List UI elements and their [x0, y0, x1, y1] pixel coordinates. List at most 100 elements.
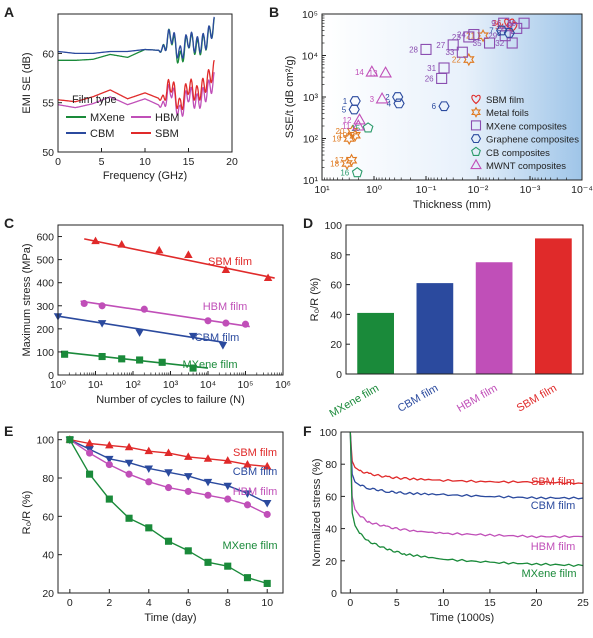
y-tick-label: 60 — [42, 48, 54, 60]
panel-b: B363417181920102122232425272829303126323… — [269, 4, 593, 211]
series-label: SBM film — [233, 447, 277, 459]
fit-line — [80, 300, 250, 328]
point-11 — [351, 119, 365, 131]
legend-label: SBM — [155, 128, 179, 140]
bar-sbm-film — [535, 238, 572, 374]
series-label: CBM film — [195, 332, 240, 344]
x-tick-label: 10⁰ — [50, 379, 67, 391]
y-tick-label: 200 — [36, 324, 54, 336]
point-label: 36 — [492, 19, 501, 28]
data-point — [98, 352, 106, 361]
point-label: 6 — [432, 102, 437, 111]
data-point — [144, 465, 154, 473]
point-label: 17 — [335, 156, 344, 165]
y-tick-label: 40 — [325, 524, 337, 536]
y-tick-label: 100 — [324, 220, 342, 232]
y-tick-label: 0 — [48, 370, 54, 382]
x-tick-label: 10¹ — [88, 379, 104, 391]
series-line — [349, 431, 584, 500]
data-point — [125, 470, 133, 478]
y-tick-label: 40 — [42, 550, 54, 562]
y-tick-label: 40 — [330, 309, 342, 321]
series-line-mxene — [57, 17, 215, 64]
point-6 — [438, 101, 450, 112]
legend-label: MWNT composites — [486, 161, 566, 172]
legend-title: Film type — [72, 94, 117, 106]
data-point — [86, 449, 94, 457]
data-point — [66, 436, 74, 444]
data-point — [97, 320, 107, 328]
data-point — [144, 446, 154, 455]
panel-letter: A — [4, 4, 14, 20]
panel-letter: F — [303, 423, 312, 439]
y-axis-title: EMI SE (dB) — [21, 52, 33, 113]
point-label: 20 — [336, 127, 345, 136]
data-point — [80, 299, 88, 308]
data-point — [184, 487, 192, 495]
point-label: 9 — [491, 19, 496, 28]
y-tick-label: 10³ — [303, 92, 319, 104]
y-tick-label: 100 — [319, 427, 337, 439]
data-point — [243, 574, 252, 582]
data-point — [263, 510, 271, 518]
y-axis-title: R₀/R (%) — [21, 491, 33, 535]
fit-line — [60, 351, 209, 369]
data-point — [118, 355, 126, 363]
data-point — [243, 460, 252, 468]
x-tick-label: 10⁻⁴ — [571, 184, 593, 196]
y-tick-label: 10⁵ — [302, 9, 318, 21]
point-12 — [353, 113, 366, 125]
x-tick-label: 10¹ — [314, 184, 330, 196]
data-point — [125, 514, 133, 522]
legend-label: MXene composites — [486, 121, 567, 132]
point-label: 28 — [409, 45, 418, 54]
x-tick-label: 15 — [484, 597, 496, 609]
point-label: 18 — [330, 159, 339, 168]
legend-label: MXene — [90, 112, 125, 124]
x-tick-label: 10⁻² — [468, 184, 489, 196]
x-tick-label: 8 — [225, 597, 231, 609]
panel-e: E 0 2 4 6 8 10 20 40 60 80 100 Time (day) R₀/R (%) SBM… — [4, 423, 284, 624]
bar-hbm-film — [475, 262, 513, 374]
point-label: 21 — [466, 32, 475, 41]
y-axis-title: R₀/R (%) — [309, 278, 321, 322]
data-point — [136, 356, 144, 364]
x-axis-title: Thickness (mm) — [413, 199, 491, 211]
point-30 — [518, 17, 530, 29]
panel-letter: D — [303, 215, 313, 231]
point-24 — [468, 28, 480, 41]
x-tick-label: 10⁻³ — [520, 184, 541, 196]
series-line — [349, 431, 584, 485]
data-point — [263, 273, 273, 282]
x-tick-label: 10² — [125, 379, 141, 391]
legend-label: CB composites — [486, 148, 550, 159]
data-point — [262, 499, 272, 508]
y-tick-label: 20 — [42, 588, 54, 600]
series-label: HBM film — [203, 301, 248, 313]
panel-letter: E — [4, 423, 13, 439]
x-tick-label: 10⁶ — [275, 379, 291, 391]
point-3 — [375, 92, 389, 104]
point-label: 4 — [387, 99, 392, 108]
data-point — [61, 350, 69, 358]
panel-letter: C — [4, 215, 14, 231]
y-tick-label: 600 — [36, 232, 54, 244]
x-tick-label: 20 — [531, 597, 543, 609]
y-tick-label: 500 — [36, 255, 54, 267]
data-point — [262, 461, 272, 470]
data-point — [243, 490, 252, 498]
point-label: 24 — [457, 31, 466, 40]
x-axis-title: Number of cycles to failure (N) — [96, 394, 245, 406]
data-point — [105, 461, 113, 469]
data-point — [164, 484, 173, 492]
data-point — [203, 478, 213, 487]
data-point — [222, 319, 230, 327]
panel-d: D MXene film CBM film HBM film SBM film 0 20 40… — [303, 215, 584, 420]
x-axis-title: Time (day) — [144, 612, 196, 624]
data-point — [204, 317, 212, 325]
point-19 — [343, 131, 355, 146]
data-point — [145, 524, 153, 532]
data-point — [135, 329, 144, 337]
point-label: 34 — [495, 22, 504, 31]
series-line — [349, 431, 584, 539]
